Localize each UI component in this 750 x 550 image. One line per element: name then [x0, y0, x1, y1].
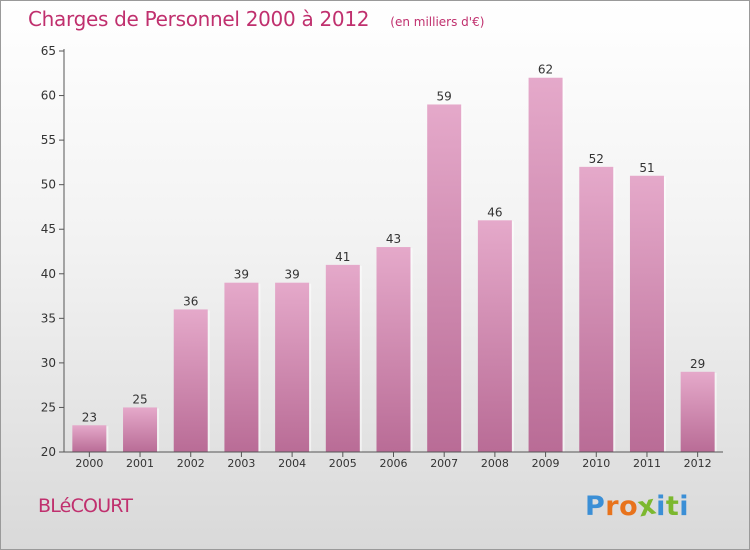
- bar-value-label: 52: [589, 152, 604, 166]
- title-row: Charges de Personnel 2000 à 2012 (en mil…: [28, 7, 484, 31]
- bar: [629, 175, 664, 452]
- bar-value-label: 62: [538, 63, 553, 77]
- y-tick-label: 55: [41, 133, 56, 147]
- logo-letter: r: [605, 491, 620, 522]
- bar-value-label: 36: [183, 294, 198, 308]
- y-tick-label: 60: [41, 89, 56, 103]
- bar: [123, 407, 158, 452]
- bar-value-label: 59: [437, 89, 452, 103]
- bar-value-label: 43: [386, 232, 401, 246]
- x-tick-label: 2002: [177, 457, 205, 470]
- bar: [224, 282, 259, 452]
- x-tick-label: 2001: [126, 457, 154, 470]
- bar: [325, 264, 360, 452]
- bar: [427, 104, 462, 452]
- x-tick-label: 2005: [329, 457, 357, 470]
- chart-subtitle: (en milliers d'€): [390, 15, 485, 29]
- commune-name: BLéCOURT: [38, 495, 133, 517]
- x-tick-label: 2006: [380, 457, 408, 470]
- y-tick-label: 35: [41, 311, 56, 325]
- x-tick-label: 2003: [227, 457, 255, 470]
- bar-value-label: 51: [639, 161, 654, 175]
- y-tick-label: 30: [41, 356, 56, 370]
- x-tick-label: 2011: [633, 457, 661, 470]
- bar-value-label: 23: [82, 410, 97, 424]
- proxiti-logo[interactable]: Proxiti: [585, 489, 690, 523]
- y-tick-label: 45: [41, 222, 56, 236]
- bar-value-label: 39: [284, 268, 299, 282]
- bar-value-label: 41: [335, 250, 350, 264]
- bar: [477, 220, 512, 452]
- x-tick-label: 2010: [582, 457, 610, 470]
- bar: [528, 77, 563, 452]
- logo-letter: i: [679, 491, 690, 522]
- bar: [680, 371, 715, 452]
- logo-letter: P: [585, 491, 606, 522]
- logo-letter: t: [665, 491, 680, 522]
- bar: [275, 282, 310, 452]
- x-tick-label: 2012: [684, 457, 712, 470]
- bar: [376, 247, 411, 452]
- bar: [173, 309, 208, 452]
- bar-value-label: 29: [690, 357, 705, 371]
- x-tick-label: 2009: [532, 457, 560, 470]
- bar: [72, 425, 107, 452]
- bar: [579, 166, 614, 452]
- y-tick-label: 40: [41, 267, 56, 281]
- logo-letter: o: [619, 491, 639, 522]
- x-tick-label: 2004: [278, 457, 306, 470]
- x-tick-label: 2008: [481, 457, 509, 470]
- bar-value-label: 46: [487, 205, 502, 219]
- x-tick-label: 2007: [430, 457, 458, 470]
- bar-value-label: 39: [234, 268, 249, 282]
- x-tick-label: 2000: [75, 457, 103, 470]
- chart-title: Charges de Personnel 2000 à 2012: [28, 7, 370, 31]
- y-tick-label: 20: [41, 445, 56, 459]
- y-tick-label: 65: [41, 44, 56, 58]
- y-tick-label: 25: [41, 400, 56, 414]
- y-tick-label: 50: [41, 178, 56, 192]
- logo-letter: i: [656, 491, 666, 522]
- bar-value-label: 25: [132, 392, 147, 406]
